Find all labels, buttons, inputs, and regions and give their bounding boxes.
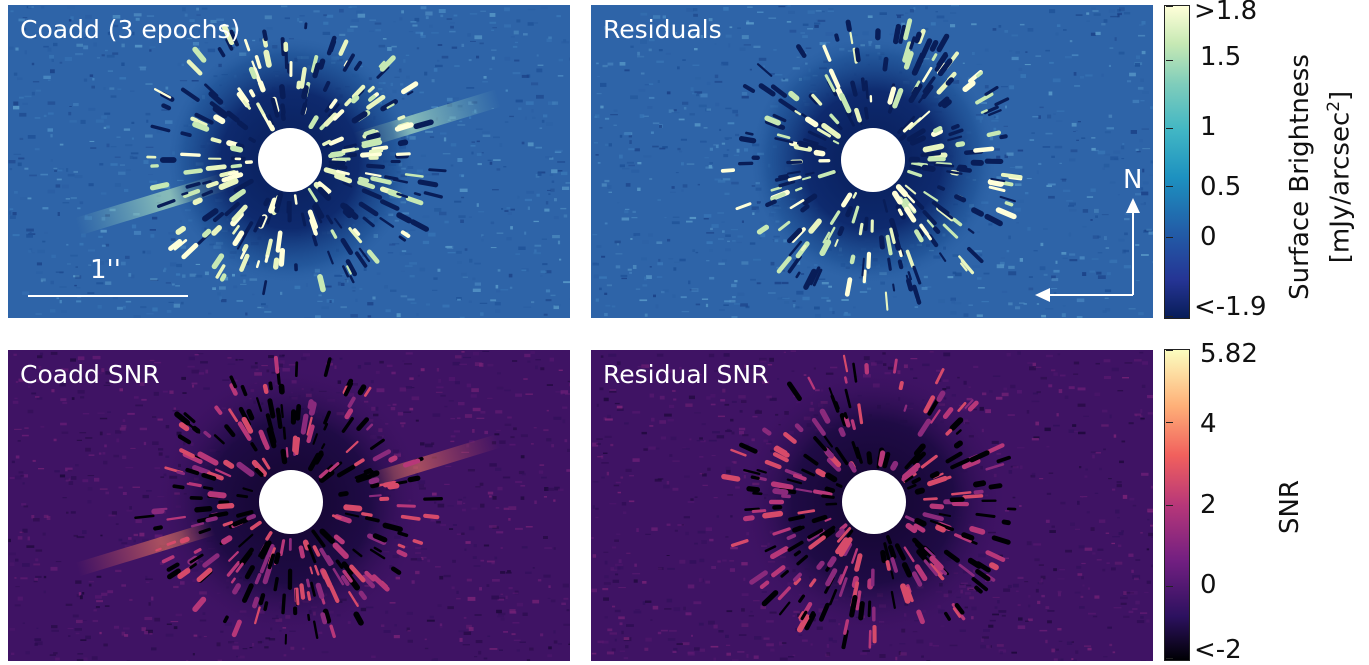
snr-tick-label: 2	[1200, 492, 1217, 518]
sb-tick-label: 0.5	[1200, 174, 1241, 200]
residual-snr-panel: Residual SNR	[591, 350, 1153, 661]
snr-tick-label: <-2	[1194, 637, 1242, 663]
coadd-snr-panel: Coadd SNR	[8, 350, 570, 661]
coadd-snr-image	[8, 350, 570, 661]
panel-title: Coadd (3 epochs)	[20, 15, 240, 44]
snr-colorbar	[1164, 349, 1190, 661]
mask-circle	[259, 470, 323, 534]
snr-tick-label: 4	[1200, 411, 1217, 437]
mask-circle	[841, 128, 905, 192]
panel-title: Coadd SNR	[20, 360, 160, 389]
panel-title: Residuals	[603, 15, 722, 44]
surface-brightness-colorbar-title: Surface Brightness [mJy/arcsec2]	[1283, 17, 1353, 337]
residual-snr-image	[591, 350, 1153, 661]
surface-brightness-colorbar	[1164, 5, 1190, 319]
sb-tick-label: 0	[1200, 224, 1217, 250]
sb-tick-label: 1	[1200, 114, 1217, 140]
residuals-image	[591, 5, 1153, 318]
snr-tick-label: 5.82	[1200, 341, 1258, 367]
sb-title-line2: [mJy/arcsec2]	[1317, 17, 1358, 337]
coadd-panel: Coadd (3 epochs) 1''	[8, 5, 570, 318]
scale-bar-label: 1''	[90, 255, 121, 285]
sb-tick-label: 1.5	[1200, 44, 1241, 70]
snr-colorbar-title: SNR	[1273, 467, 1307, 547]
compass-north-label: N	[1123, 165, 1142, 195]
sb-tick-label: <-1.9	[1194, 294, 1267, 320]
panel-title: Residual SNR	[603, 360, 768, 389]
snr-tick-label: 0	[1200, 572, 1217, 598]
mask-circle	[258, 128, 322, 192]
mask-circle	[842, 470, 906, 534]
sb-tick-label: >1.8	[1194, 0, 1257, 24]
sb-title-line1: Surface Brightness	[1283, 17, 1317, 337]
residuals-panel: Residuals N	[591, 5, 1153, 318]
